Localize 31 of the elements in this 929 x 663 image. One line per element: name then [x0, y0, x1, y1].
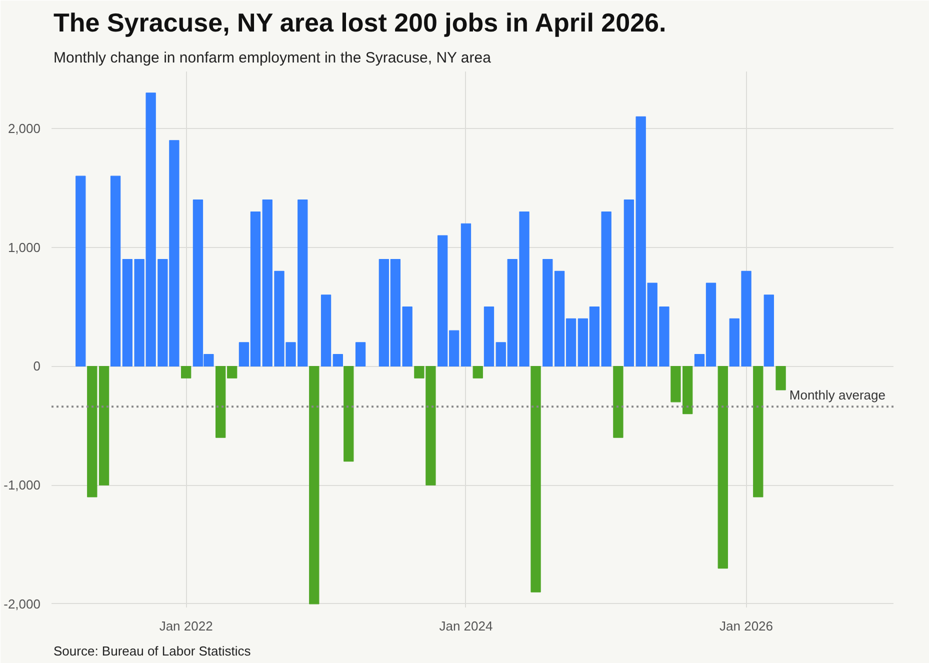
- ref-line-label: Monthly average: [789, 388, 886, 403]
- chart-subtitle: Monthly change in nonfarm employment in the Syracuse, NY area: [54, 50, 492, 66]
- y-tick-label: 0: [33, 358, 41, 374]
- bar: [181, 366, 192, 378]
- y-tick-label: -1,000: [4, 478, 41, 493]
- bar: [753, 366, 764, 498]
- y-tick-label: 1,000: [8, 240, 41, 255]
- bar: [110, 176, 121, 367]
- bar: [309, 366, 320, 604]
- bar: [332, 354, 343, 367]
- bar: [718, 366, 728, 569]
- bar: [613, 366, 624, 438]
- bar: [764, 294, 774, 367]
- bar: [472, 366, 483, 378]
- bar: [355, 342, 366, 367]
- chart-title: The Syracuse, NY area lost 200 jobs in April 2026.: [54, 8, 666, 38]
- bar: [530, 366, 541, 592]
- y-tick-label: -2,000: [4, 596, 41, 612]
- x-tick-label: Jan 2022: [159, 618, 213, 634]
- bar: [320, 294, 332, 367]
- bar: [484, 306, 494, 367]
- bar: [87, 366, 98, 498]
- bar: [776, 366, 786, 390]
- source-note: Source: Bureau of Labor Statistics: [54, 644, 252, 658]
- x-tick-label: Jan 2024: [439, 618, 493, 634]
- bar: [344, 366, 354, 462]
- y-tick-label: 2,000: [8, 121, 41, 136]
- bar: [460, 223, 472, 367]
- x-tick-label: Jan 2026: [720, 618, 774, 634]
- bar: [76, 176, 86, 367]
- bar: [98, 366, 110, 486]
